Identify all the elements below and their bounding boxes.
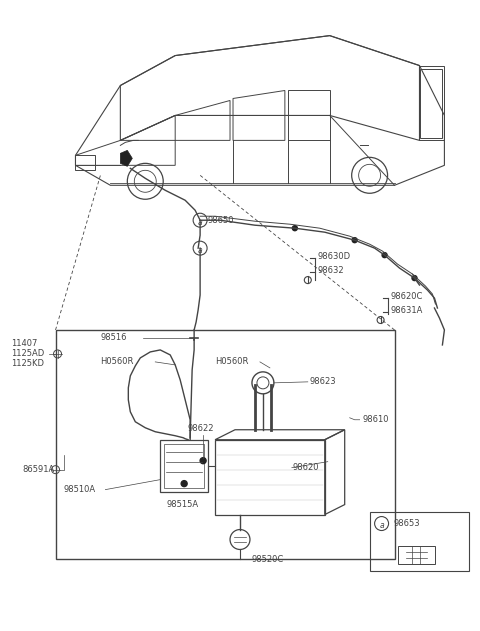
Bar — [397, 546, 435, 565]
Text: 86591A: 86591A — [23, 465, 55, 474]
Text: 98620: 98620 — [293, 463, 319, 472]
Text: 98653: 98653 — [394, 519, 420, 528]
Text: 98610: 98610 — [363, 415, 389, 424]
Circle shape — [292, 226, 297, 231]
Bar — [56, 330, 395, 560]
Text: 98650: 98650 — [207, 216, 234, 225]
Text: 98515A: 98515A — [166, 500, 198, 509]
Text: 98630D: 98630D — [318, 252, 351, 261]
Text: 98632: 98632 — [318, 266, 344, 274]
Bar — [164, 444, 204, 488]
Text: a: a — [198, 218, 203, 227]
Bar — [160, 440, 208, 492]
Bar — [215, 440, 325, 514]
Circle shape — [382, 252, 387, 257]
Text: a: a — [379, 521, 384, 530]
Text: a: a — [198, 245, 203, 255]
Text: 98520C: 98520C — [252, 555, 284, 564]
Circle shape — [181, 481, 187, 487]
Text: 98622: 98622 — [188, 424, 215, 433]
Text: 11407: 11407 — [11, 339, 37, 348]
Text: 98510A: 98510A — [63, 485, 96, 494]
Text: H0560R: H0560R — [100, 357, 134, 367]
Text: 98516: 98516 — [100, 333, 127, 343]
Text: H0560R: H0560R — [215, 357, 249, 367]
Text: 98620C: 98620C — [391, 292, 423, 300]
Bar — [370, 512, 469, 572]
Text: 98631A: 98631A — [391, 305, 423, 314]
Text: 1125KD: 1125KD — [11, 360, 44, 369]
Circle shape — [200, 457, 206, 464]
Polygon shape — [120, 150, 132, 167]
Text: 98623: 98623 — [310, 377, 336, 386]
Text: 1125AD: 1125AD — [11, 350, 44, 358]
Circle shape — [352, 238, 357, 243]
Circle shape — [412, 276, 417, 281]
